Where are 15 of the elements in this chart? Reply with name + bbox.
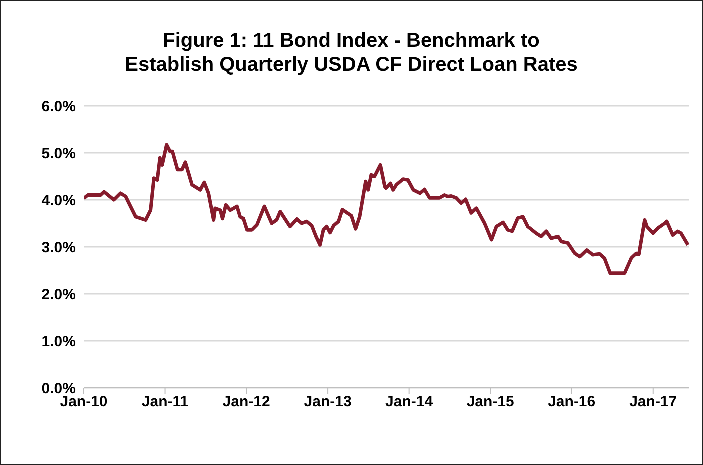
y-tick-label: 2.0% xyxy=(42,286,76,304)
x-tick-label: Jan-11 xyxy=(142,394,189,411)
x-tick-label: Jan-16 xyxy=(548,394,596,411)
x-tick-label: Jan-17 xyxy=(630,394,678,411)
y-tick-label: 3.0% xyxy=(42,239,76,256)
y-tick-label: 6.0% xyxy=(42,98,76,116)
y-tick-label: 5.0% xyxy=(42,145,76,162)
x-tick-label: Jan-13 xyxy=(304,394,352,411)
chart-title: Figure 1: 11 Bond Index - Benchmark to Establish Quarterly USDA CF Direct Loan Rates xyxy=(124,29,579,77)
line-series xyxy=(84,143,689,276)
y-tick-label: 1.0% xyxy=(42,333,76,350)
x-tick-label: Jan-12 xyxy=(222,394,270,411)
x-tick-label: Jan-15 xyxy=(466,394,514,411)
y-tick-label: 4.0% xyxy=(42,192,76,210)
x-tick-label: Jan-14 xyxy=(386,394,434,411)
